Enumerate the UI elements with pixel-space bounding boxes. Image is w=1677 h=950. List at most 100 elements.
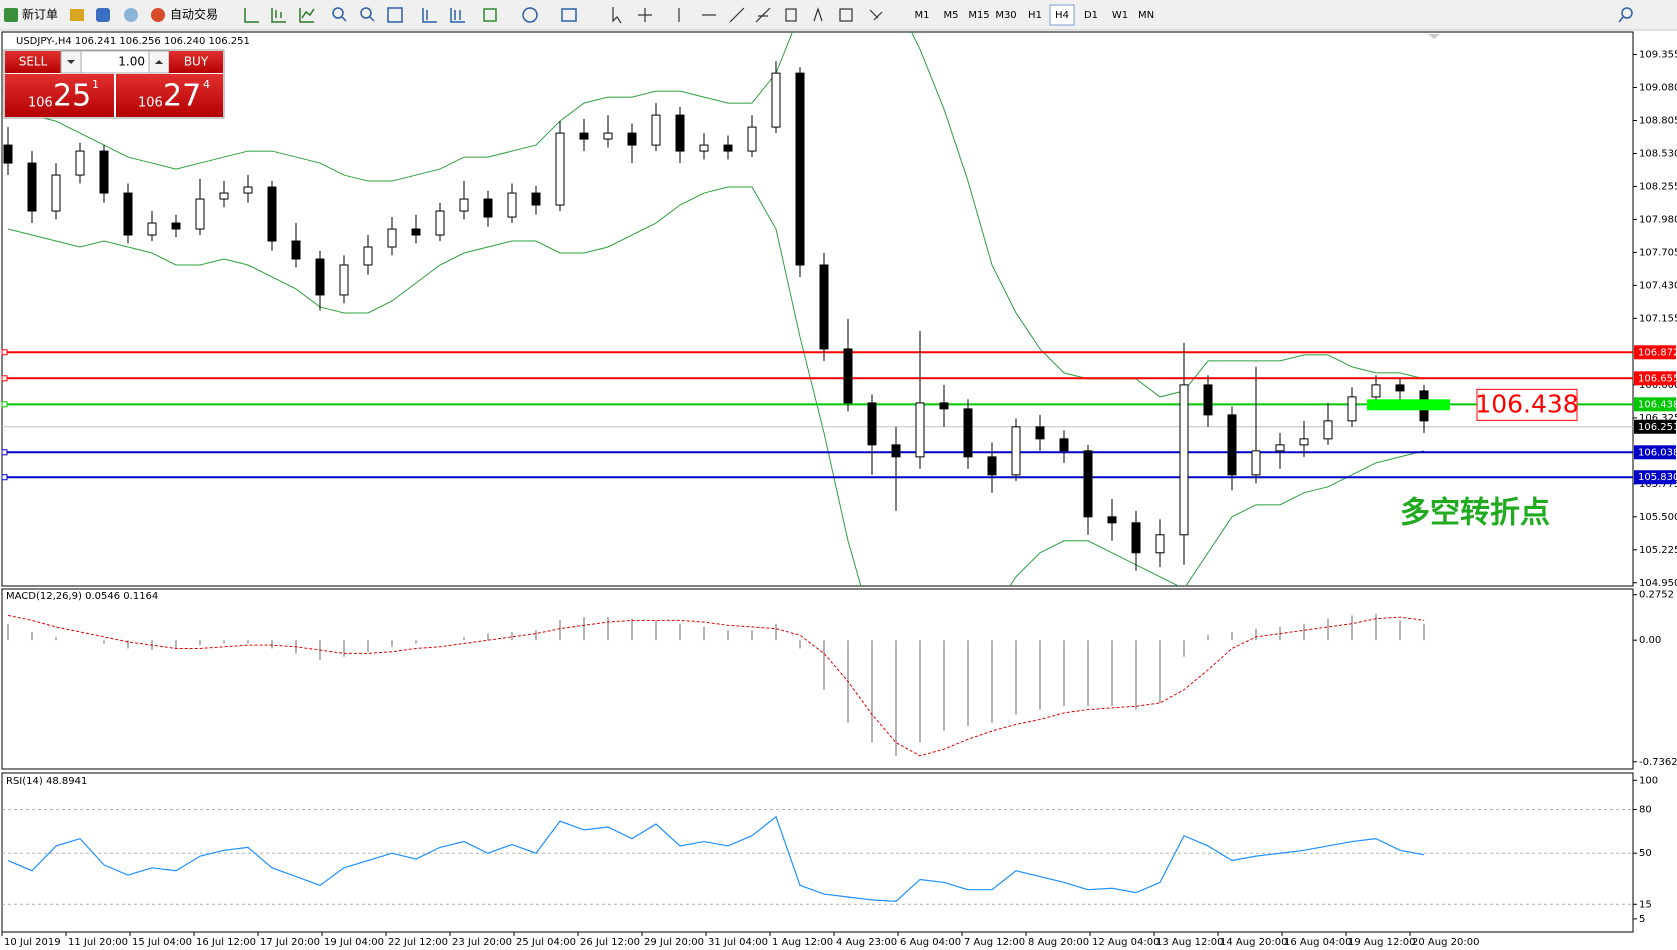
candle-body	[1083, 450, 1093, 518]
icon[interactable]	[869, 9, 883, 21]
annotation-text: 多空转折点	[1400, 496, 1550, 531]
icon[interactable]	[612, 7, 622, 24]
timeframe[interactable]: D1	[1084, 10, 1098, 21]
x-tick-label: 15 Jul 04:00	[132, 937, 192, 948]
axes: 109.355 109.080 108.805 108.530 108.255 107.9…	[1, 50, 1677, 948]
y-tick-label: 15	[1639, 899, 1652, 910]
timeframe[interactable]: W1	[1112, 10, 1128, 21]
buy-button[interactable]	[169, 51, 223, 73]
y-tick-label: 109.080	[1639, 83, 1677, 94]
icon[interactable]	[124, 8, 138, 22]
icon[interactable]	[70, 9, 84, 21]
icon[interactable]	[839, 8, 853, 22]
sell-button[interactable]	[5, 51, 61, 73]
level-handle[interactable]	[1, 375, 8, 382]
icon[interactable]	[813, 7, 823, 22]
y-tick-label: 50	[1639, 848, 1652, 859]
timeframe[interactable]: M1	[915, 10, 930, 21]
x-tick-label: 10 Jul 2019	[4, 937, 61, 948]
candle-body	[1299, 438, 1309, 446]
candle-body	[459, 198, 469, 212]
buy-label[interactable]: BUY	[184, 55, 209, 69]
sell-label[interactable]: SELL	[19, 55, 48, 69]
icon[interactable]	[561, 8, 577, 22]
icon[interactable]	[450, 8, 465, 23]
level-handle[interactable]	[1, 349, 8, 356]
icon[interactable]	[785, 8, 797, 22]
level-handle[interactable]	[1, 401, 8, 408]
annotation-price: 106.438	[1475, 389, 1578, 418]
icon[interactable]	[387, 7, 403, 23]
x-tick-label: 17 Jul 20:00	[260, 937, 320, 948]
candle-body	[771, 72, 781, 128]
y-tick-label: 106.325	[1639, 413, 1677, 424]
icon[interactable]	[271, 8, 286, 23]
auto-trading-icon[interactable]	[151, 8, 165, 22]
icon[interactable]	[638, 8, 652, 22]
sell-price[interactable]	[5, 74, 114, 117]
shift-marker	[1428, 34, 1440, 39]
macd-panel	[1, 588, 1634, 770]
icon[interactable]	[483, 8, 497, 22]
buy-price-main[interactable]: 27	[163, 79, 201, 114]
sell-price-main[interactable]: 25	[53, 79, 91, 114]
y-tick-label: 107.155	[1639, 313, 1677, 324]
buy-price[interactable]	[116, 74, 223, 117]
y-tick-label: 107.430	[1639, 280, 1677, 291]
level-box	[1634, 371, 1676, 386]
search-icon[interactable]	[1618, 16, 1624, 23]
trade-panel: SELL 1.00 BUY 106 25 1 106 27 4	[3, 49, 225, 119]
icon[interactable]	[369, 16, 375, 22]
icon[interactable]	[96, 8, 110, 22]
rsi-plot	[2, 808, 1633, 905]
y-tick-label: 80	[1639, 804, 1652, 815]
level-handle[interactable]	[1, 449, 8, 456]
candle-body	[315, 258, 325, 296]
icon[interactable]	[299, 8, 315, 23]
sell-price-big[interactable]: 106	[28, 96, 53, 111]
search-icon[interactable]	[1621, 7, 1633, 19]
candle-body	[795, 72, 805, 266]
icon[interactable]	[244, 8, 259, 23]
lots-value[interactable]: 1.00	[118, 55, 145, 69]
timeframe[interactable]: H4	[1055, 10, 1069, 21]
buy-price-small[interactable]: 4	[203, 78, 210, 91]
sell-price-small[interactable]: 1	[92, 78, 99, 91]
candle-body	[387, 228, 397, 248]
candle-body	[555, 132, 565, 206]
new-order-label[interactable]: 新订单	[22, 7, 58, 22]
level-handle[interactable]	[1, 474, 8, 481]
icon[interactable]	[360, 7, 372, 19]
icon[interactable]	[332, 7, 344, 19]
icon[interactable]	[422, 8, 437, 23]
y-tick-label: 5	[1639, 914, 1645, 925]
level-box	[1634, 445, 1676, 460]
icon[interactable]	[755, 7, 771, 23]
rsi-line	[7, 815, 1425, 902]
y-tick-label: 109.355	[1639, 50, 1677, 61]
candle-body	[651, 114, 661, 146]
icon[interactable]	[522, 7, 538, 23]
icon[interactable]	[729, 7, 745, 23]
timeframe[interactable]: MN	[1138, 10, 1154, 21]
candle-body	[819, 264, 829, 350]
active-timeframe[interactable]	[1049, 4, 1075, 26]
candle-body	[939, 402, 949, 410]
x-tick-label: 31 Jul 04:00	[708, 937, 768, 948]
candle-body	[1035, 426, 1045, 440]
auto-trading-label[interactable]: 自动交易	[170, 7, 218, 22]
candle-body	[1251, 450, 1261, 476]
new-order-icon[interactable]	[4, 8, 18, 22]
candle-body	[147, 222, 157, 236]
y-tick-label: 105.225	[1639, 545, 1677, 556]
candle-body	[291, 240, 301, 260]
timeframe[interactable]: M5	[944, 10, 959, 21]
candle-body	[267, 186, 277, 242]
candle-body	[1155, 534, 1165, 554]
timeframe[interactable]: M30	[995, 10, 1016, 21]
timeframe[interactable]: H1	[1028, 10, 1042, 21]
timeframe[interactable]: M15	[968, 10, 989, 21]
candle-body	[843, 348, 853, 404]
buy-price-big[interactable]: 106	[138, 96, 163, 111]
icon[interactable]	[341, 16, 347, 22]
